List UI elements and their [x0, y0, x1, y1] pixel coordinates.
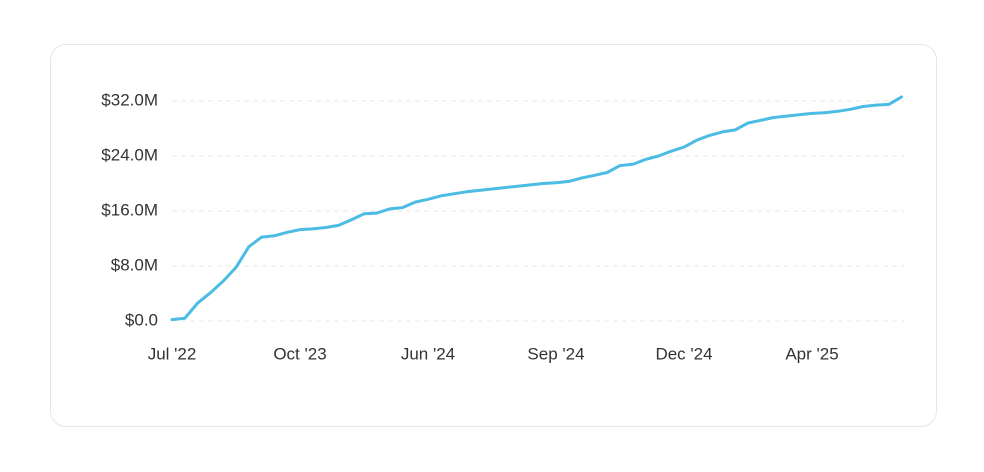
y-tick-label: $32.0M	[101, 90, 158, 109]
x-tick-label: Jul '22	[148, 344, 197, 363]
x-tick-label: Jun '24	[401, 344, 455, 363]
x-tick-label: Apr '25	[785, 344, 838, 363]
chart-card	[50, 44, 937, 427]
y-tick-label: $24.0M	[101, 145, 158, 164]
x-tick-label: Oct '23	[273, 344, 326, 363]
data-line	[170, 95, 904, 322]
y-tick-label: $16.0M	[101, 200, 158, 219]
y-tick-label: $0.0	[125, 310, 158, 329]
x-tick-label: Sep '24	[527, 344, 584, 363]
y-tick-label: $8.0M	[111, 255, 158, 274]
x-tick-label: Dec '24	[655, 344, 712, 363]
